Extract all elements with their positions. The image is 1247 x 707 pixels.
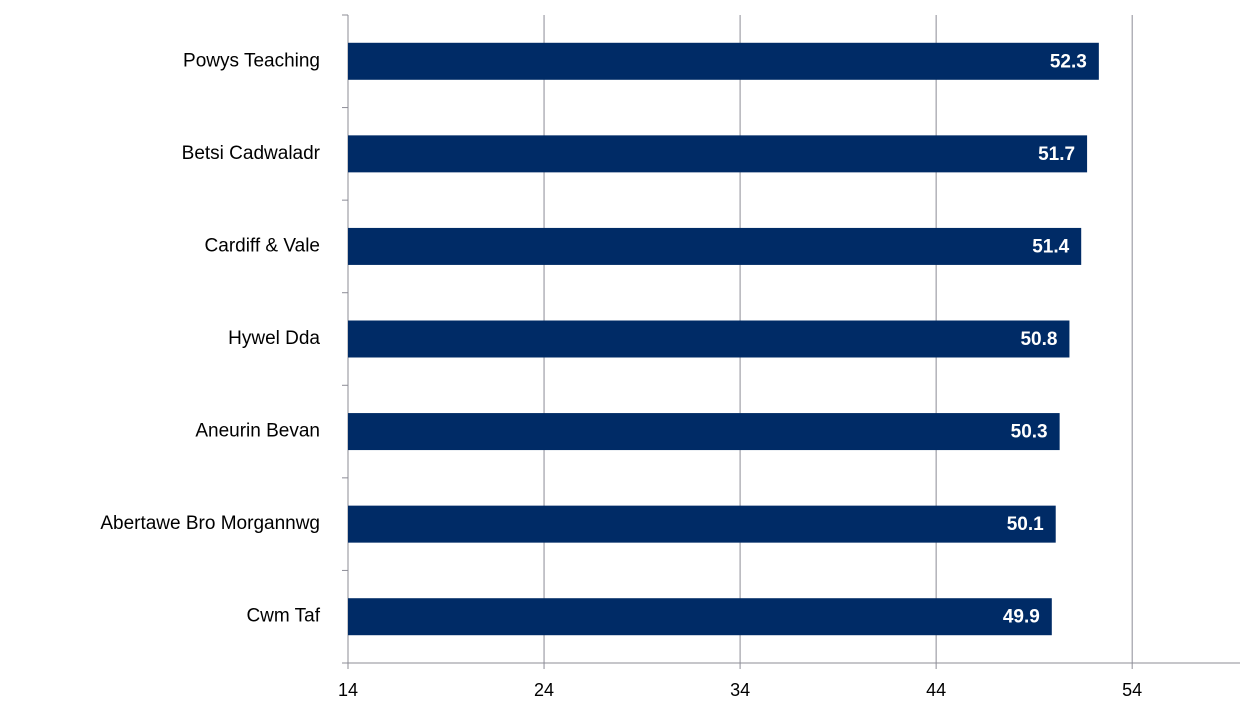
- y-tick-label: Aneurin Bevan: [195, 421, 320, 442]
- y-tick-label: Abertawe Bro Morgannwg: [100, 513, 320, 534]
- x-tick-label: 24: [534, 680, 554, 700]
- bar: [348, 413, 1060, 451]
- data-label: 49.9: [1003, 607, 1040, 628]
- y-tick-label: Cwm Taf: [246, 606, 320, 627]
- bar: [348, 227, 1082, 265]
- y-tick-label: Betsi Cadwaladr: [182, 143, 321, 164]
- bar: [348, 42, 1099, 80]
- y-tick-label: Cardiff & Vale: [205, 235, 320, 256]
- data-label: 51.4: [1032, 236, 1069, 257]
- x-tick-label: 34: [730, 680, 750, 700]
- x-tick-label: 14: [338, 680, 358, 700]
- bar: [348, 505, 1056, 543]
- x-tick-label: 44: [926, 680, 946, 700]
- data-label: 50.3: [1011, 422, 1048, 443]
- data-label: 50.1: [1007, 514, 1044, 535]
- bar: [348, 135, 1088, 173]
- y-tick-label: Powys Teaching: [183, 50, 320, 71]
- y-tick-label: Hywel Dda: [228, 328, 320, 349]
- data-label: 52.3: [1050, 51, 1087, 72]
- data-label: 51.7: [1038, 144, 1075, 165]
- data-label: 50.8: [1020, 329, 1057, 350]
- bar: [348, 320, 1070, 358]
- bar: [348, 598, 1052, 636]
- x-tick-label: 54: [1122, 680, 1142, 700]
